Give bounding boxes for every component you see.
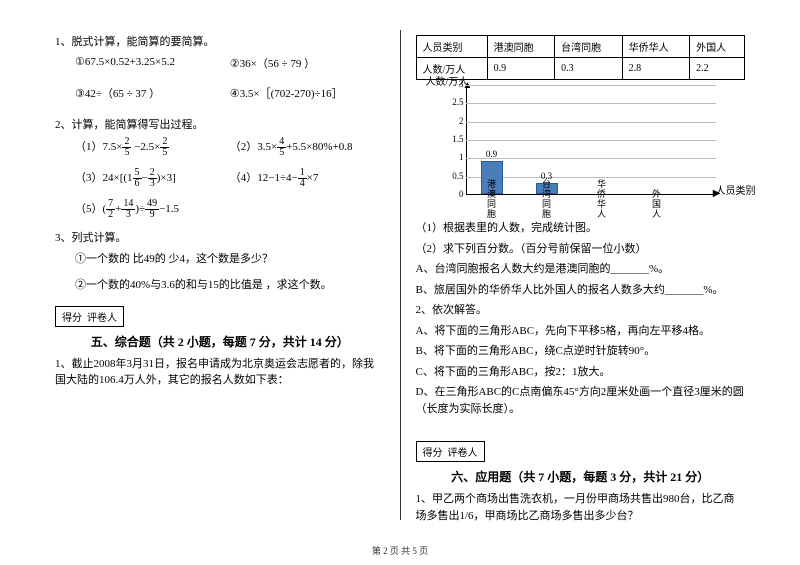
y-tick: 0 xyxy=(446,189,464,199)
frac: 25 xyxy=(160,137,169,158)
p2-2-b: +5.5×80%+0.8 xyxy=(286,141,352,153)
y-tick: 0.5 xyxy=(446,171,464,181)
question-line: A、台湾同胞报名人数大约是港澳同胞的_______%。 xyxy=(416,261,746,278)
sec5-title: 五、综合题（共 2 小题，每题 7 分，共计 14 分） xyxy=(55,333,385,350)
lb: [( xyxy=(120,172,127,184)
frac: 23 xyxy=(148,168,157,189)
table-header-cell: 华侨华人 xyxy=(622,36,690,58)
grader-label: 评卷人 xyxy=(448,448,478,459)
p1-item-1: ①67.5×0.52+3.25×5.2 xyxy=(75,55,230,71)
p2-2-a: 3.5× xyxy=(257,141,277,153)
p2-4: （4）12−1÷4−14×7 xyxy=(230,168,385,189)
sec6-title: 六、应用题（共 7 小题，每题 3 分，共计 21 分） xyxy=(416,468,746,485)
question-line: D、在三角形ABC的C点南偏东45°方向2厘米处画一个直径3厘米的圆（长度为实际… xyxy=(416,384,746,417)
p2-5-suf: −1.5 xyxy=(159,203,179,215)
p2-1: （1）7.5×25 −2.5×25 xyxy=(75,137,230,158)
table-header-row: 人员类别港澳同胞台湾同胞华侨华人外国人 xyxy=(416,36,745,58)
grid-line xyxy=(466,122,716,123)
p2-row3: （5）(72+143)÷499−1.5 xyxy=(55,199,385,220)
table-header-cell: 台湾同胞 xyxy=(555,36,623,58)
score-label: 得分 xyxy=(423,448,443,459)
p2-3: （3）24×[(156−23)×3] xyxy=(75,168,230,189)
table-header-cell: 港澳同胞 xyxy=(487,36,555,58)
x-category: 外国人 xyxy=(646,190,668,220)
page-footer: 第 2 页 共 5 页 xyxy=(0,544,800,557)
question-line: A、将下面的三角形ABC，先向下平移5格，再向左平移4格。 xyxy=(416,323,746,340)
left-column: 1、脱式计算，能简算的要简算。 ①67.5×0.52+3.25×5.2 ②36×… xyxy=(40,30,401,520)
x-category: 港澳同胞 xyxy=(481,180,503,220)
p2-5-pre: （5） xyxy=(75,203,103,215)
p3-title: 3、列式计算。 xyxy=(55,230,385,247)
q5-1: 1、截止2008年3月31日，报名申请成为北京奥运会志愿者的，除我国大陆的106… xyxy=(55,356,385,389)
bar-value-label: 0.9 xyxy=(480,149,504,159)
p2-5: （5）(72+143)÷499−1.5 xyxy=(75,199,230,220)
frac: 72 xyxy=(106,199,115,220)
table-cell: 0.3 xyxy=(555,58,623,80)
table-header-cell: 外国人 xyxy=(690,36,745,58)
p3-1: ①一个数的 比49的 少4，这个数是多少？ xyxy=(55,251,385,268)
p2-3-a: 24× xyxy=(103,172,120,184)
question-line: C、将下面的三角形ABC，按2：1放大。 xyxy=(416,364,746,381)
right-column: 人员类别港澳同胞台湾同胞华侨华人外国人 人数/万人0.90.32.82.2 人数… xyxy=(401,30,761,520)
p2-1-mid: −2.5× xyxy=(131,141,160,153)
p2-row2: （3）24×[(156−23)×3] （4）12−1÷4−14×7 xyxy=(55,168,385,189)
p2-4-suf: ×7 xyxy=(307,172,319,184)
question-line: 2、依次解答。 xyxy=(416,302,746,319)
p2-1-pre: （1）7.5× xyxy=(75,141,122,153)
p3-2: ②一个数的40%与3.6的和与15的比值是 ，求这个数。 xyxy=(55,277,385,294)
grid-line xyxy=(466,85,716,86)
rb: )÷ xyxy=(135,203,145,215)
y-tick: 1.5 xyxy=(446,134,464,144)
table-cell: 2.8 xyxy=(622,58,690,80)
p1-item-2: ②36×（56 ÷ 79 ） xyxy=(230,55,385,71)
frac: 499 xyxy=(145,199,159,220)
x-category: 台湾同胞 xyxy=(536,180,558,220)
bar-chart: 人数/万人 ▲ ▶ 人员类别 00.511.522.530.9港澳同胞0.3台湾… xyxy=(446,85,726,215)
p2-row1: （1）7.5×25 −2.5×25 （2）3.5×45+5.5×80%+0.8 xyxy=(55,137,385,158)
p1-item-3: ③42÷（65 ÷ 37 ） xyxy=(75,85,230,101)
table-cell: 0.9 xyxy=(487,58,555,80)
question-line: （2）求下列百分数。（百分号前保留一位小数） xyxy=(416,241,746,258)
x-axis-title: 人员类别 xyxy=(716,182,756,197)
p1-row1: ①67.5×0.52+3.25×5.2 ②36×（56 ÷ 79 ） xyxy=(55,55,385,71)
grid-line xyxy=(466,140,716,141)
p1-item-4: ④3.5×［(702-270)÷16］ xyxy=(230,85,385,101)
question-lines: （1）根据表里的人数，完成统计图。 （2）求下列百分数。（百分号前保留一位小数） A… xyxy=(416,220,746,417)
q6-1: 1、甲乙两个商场出售洗衣机，一月份甲商场共售出980台，比乙商场多售出1/6，甲… xyxy=(416,491,746,524)
p1-row2: ③42÷（65 ÷ 37 ） ④3.5×［(702-270)÷16］ xyxy=(55,85,385,101)
p2-2: （2）3.5×45+5.5×80%+0.8 xyxy=(230,137,385,158)
score-label: 得分 xyxy=(62,313,82,324)
table-header-cell: 人员类别 xyxy=(416,36,487,58)
p2-title: 2、计算，能简算得写出过程。 xyxy=(55,117,385,134)
frac: 143 xyxy=(121,199,135,220)
question-line: （1）根据表里的人数，完成统计图。 xyxy=(416,220,746,237)
rb: )×3] xyxy=(157,172,176,184)
frac: 56 xyxy=(133,168,142,189)
question-line: B、将下面的三角形ABC，绕C点逆时针旋转90°。 xyxy=(416,343,746,360)
table-cell: 2.2 xyxy=(690,58,745,80)
frac: 14 xyxy=(298,168,307,189)
grader-label: 评卷人 xyxy=(87,313,117,324)
x-category: 华侨华人 xyxy=(591,180,613,220)
y-tick: 2.5 xyxy=(446,97,464,107)
y-tick: 2 xyxy=(446,116,464,126)
p2-2-pre: （2） xyxy=(230,141,258,153)
y-tick: 1 xyxy=(446,152,464,162)
grid-line xyxy=(466,177,716,178)
question-line: B、旅居国外的华侨华人比外国人的报名人数多大约_______%。 xyxy=(416,282,746,299)
p1-title: 1、脱式计算，能简算的要简算。 xyxy=(55,34,385,51)
frac: 45 xyxy=(277,137,286,158)
grid-line xyxy=(466,103,716,104)
score-box: 得分 评卷人 xyxy=(55,306,124,327)
p2-3-pre: （3） xyxy=(75,172,103,184)
y-tick: 3 xyxy=(446,79,464,89)
p2-4-pre: （4）12−1÷4− xyxy=(230,172,298,184)
score-box: 得分 评卷人 xyxy=(416,441,485,462)
